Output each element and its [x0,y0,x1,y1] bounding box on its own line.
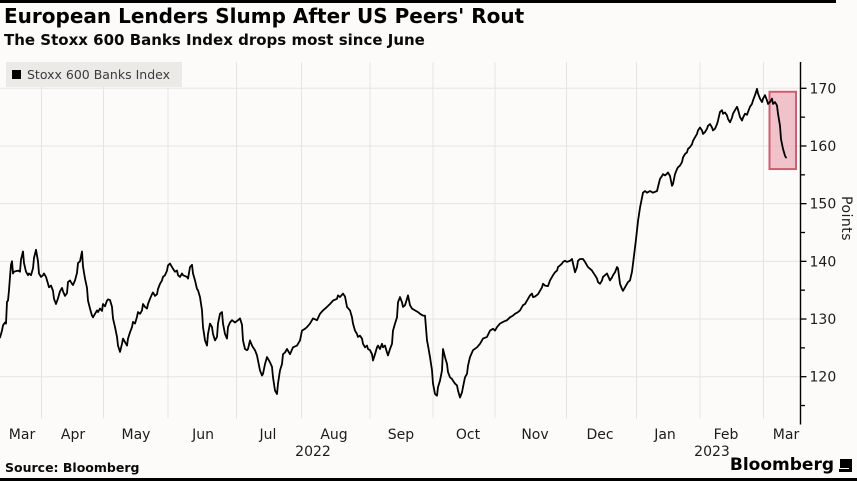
y-axis: 170 160 150 140 130 120 [799,62,837,425]
x-tick-label: Feb [714,427,739,443]
x-year-label: 2022 [295,444,331,460]
x-tick-label: Nov [521,427,548,443]
x-year-label: 2023 [694,444,730,460]
x-tick-label: Jul [259,427,277,443]
highlight-box [768,90,797,171]
legend-swatch-icon [12,70,21,79]
bottom-accent-bar [0,478,857,481]
page-subtitle: The Stoxx 600 Banks Index drops most sin… [4,31,425,49]
y-tick-label: 130 [810,312,837,328]
x-tick-label: Apr [61,427,85,443]
legend: Stoxx 600 Banks Index [6,62,182,87]
y-tick-label: 140 [810,254,837,270]
x-tick-label: Aug [320,427,347,443]
x-tick-label: Oct [456,427,481,443]
x-axis-labels: Mar Apr May Jun Jul Aug Sep Oct Nov Dec Jan Feb Mar 2… [9,427,800,460]
x-tick-label: Jun [191,427,214,443]
vertical-gridlines [41,62,764,419]
y-axis-title: Points [838,196,854,242]
y-tick-label: 160 [810,139,837,155]
y-tick-label: 170 [810,81,837,97]
top-accent-bar [0,0,836,3]
index-line-series [0,88,787,399]
bloomberg-logo-mark-icon [839,458,852,472]
y-tick-label: 120 [810,370,837,386]
horizontal-gridlines [0,87,800,378]
bloomberg-logo: Bloomberg [730,455,852,475]
y-tick-label: 150 [810,197,837,213]
x-tick-label: May [122,427,151,443]
x-tick-label: Sep [388,427,415,443]
page-title: European Lenders Slump After US Peers' R… [4,4,525,28]
x-tick-label: Jan [653,427,676,443]
x-tick-label: Mar [9,427,36,443]
legend-label: Stoxx 600 Banks Index [27,67,170,82]
x-tick-label: Dec [586,427,613,443]
bloomberg-logo-text: Bloomberg [729,455,834,475]
source-credit: Source: Bloomberg [5,460,140,475]
x-tick-label: Mar [773,427,800,443]
